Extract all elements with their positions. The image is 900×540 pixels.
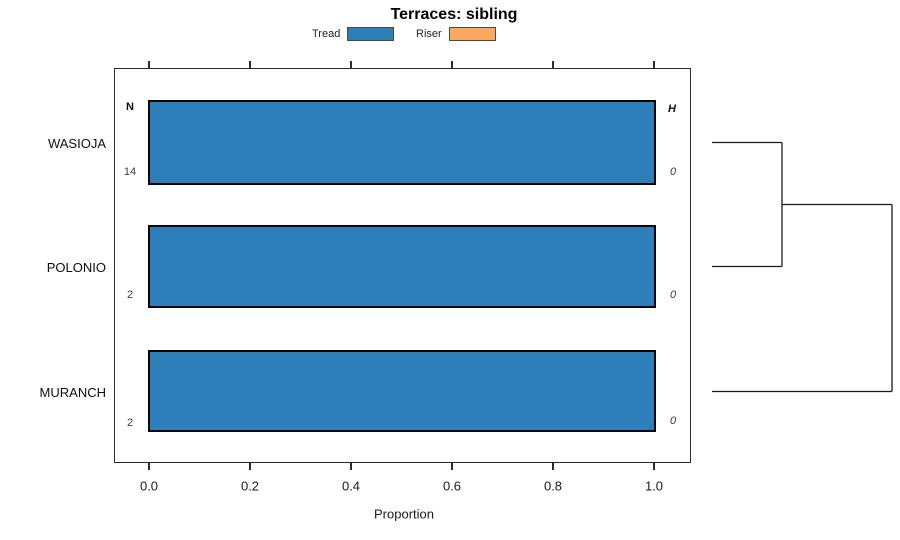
- bottom-tick-0.0: [148, 463, 150, 470]
- bar-polonio-tread: [148, 225, 656, 308]
- n-value-wasioja: 14: [123, 166, 137, 178]
- x-tick-label: 1.0: [644, 478, 664, 494]
- row-label-muranch: MURANCH: [39, 385, 106, 400]
- bottom-tick-0.4: [350, 463, 352, 470]
- top-tick-0.8: [552, 61, 554, 68]
- bottom-tick-0.8: [552, 463, 554, 470]
- row-label-wasioja: WASIOJA: [47, 136, 106, 151]
- legend-entry-riser: Riser: [416, 27, 496, 41]
- x-tick-label: 0.4: [341, 478, 361, 494]
- legend-swatch-riser-icon: [448, 27, 496, 41]
- x-axis-label: Proportion: [374, 506, 434, 522]
- x-tick-label: 0.6: [442, 478, 462, 494]
- legend-label-tread: Tread: [312, 28, 341, 40]
- legend-label-riser: Riser: [416, 28, 442, 40]
- top-tick-0.4: [350, 61, 352, 68]
- h-value-muranch: 0: [669, 415, 677, 427]
- n-value-polonio: 2: [126, 289, 134, 301]
- x-tick-label: 0.0: [139, 478, 159, 494]
- chart-title: Terraces: sibling: [390, 6, 518, 23]
- bar-wasioja-tread: [148, 100, 656, 185]
- bottom-tick-0.2: [249, 463, 251, 470]
- column-header-h: H: [668, 103, 676, 115]
- h-value-polonio: 0: [669, 289, 677, 301]
- n-value-muranch: 2: [126, 417, 134, 429]
- top-tick-0.6: [451, 61, 453, 68]
- bottom-tick-0.6: [451, 463, 453, 470]
- legend-entry-tread: Tread: [312, 27, 395, 41]
- top-tick-0.2: [249, 61, 251, 68]
- column-header-n: N: [126, 101, 134, 113]
- h-value-wasioja: 0: [669, 166, 677, 178]
- top-tick-0.0: [148, 61, 150, 68]
- dendrogram-links: [712, 141, 893, 393]
- x-tick-label: 0.8: [543, 478, 563, 494]
- bottom-tick-1.0: [653, 463, 655, 470]
- legend-swatch-tread-icon: [347, 27, 395, 41]
- plot-area: [114, 68, 691, 463]
- row-label-polonio: POLONIO: [46, 260, 106, 275]
- top-tick-1.0: [653, 61, 655, 68]
- x-tick-label: 0.2: [240, 478, 260, 494]
- bar-muranch-tread: [148, 350, 656, 432]
